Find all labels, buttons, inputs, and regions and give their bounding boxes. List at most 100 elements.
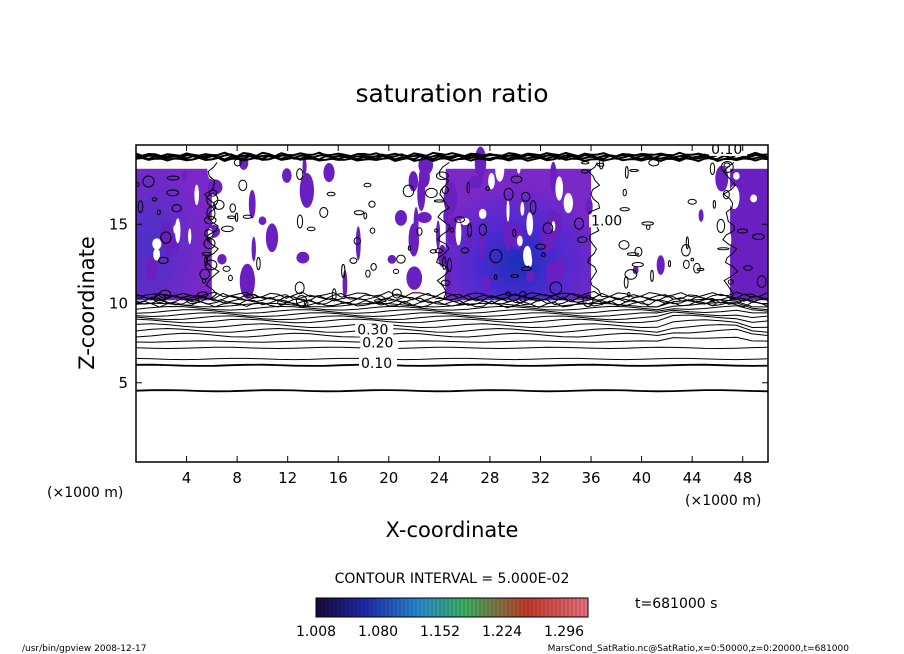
saturated-patch — [299, 172, 315, 208]
contour-loop — [743, 265, 753, 271]
x-tick-label: 8 — [232, 469, 242, 487]
contour-label-bg — [589, 214, 628, 228]
contour-loop — [667, 260, 672, 268]
x-tick-label: 28 — [480, 469, 499, 487]
contour-line — [136, 357, 768, 361]
contour-loop — [646, 224, 651, 230]
contour-loop — [396, 254, 406, 264]
contour-loop — [206, 206, 216, 221]
contour-line — [136, 300, 768, 309]
saturated-patch — [282, 168, 292, 183]
contour-loop — [485, 185, 490, 191]
contour-line — [136, 363, 768, 367]
contour-loop — [156, 209, 161, 216]
contour-loop — [629, 169, 639, 173]
contour-loop — [203, 237, 216, 250]
contour-loop — [449, 227, 455, 233]
unsaturated-gap — [460, 217, 470, 226]
chart-title: saturation ratio — [355, 79, 548, 108]
contour-loop — [626, 252, 640, 257]
unsaturated-gap — [516, 160, 521, 174]
contour-loop — [326, 191, 336, 197]
unsaturated-gap — [733, 172, 740, 180]
unsaturated-gap — [478, 208, 487, 220]
saturated-patch — [740, 212, 745, 232]
contour-loop — [166, 175, 180, 181]
colorbar-ticks: 1.008 1.080 1.152 1.224 1.296 — [296, 624, 584, 640]
colorbar-tick-label: 1.296 — [544, 624, 584, 640]
contour-line — [136, 328, 768, 338]
unsaturated-gap — [779, 200, 786, 207]
unsaturated-gap — [175, 218, 181, 244]
contour-loop — [716, 218, 726, 234]
contour-loop — [727, 279, 734, 285]
saturated-patch — [406, 266, 423, 290]
contour-loop — [510, 175, 523, 184]
contour-label: 1.00 — [591, 213, 622, 229]
unsaturated-gap — [194, 184, 199, 206]
contour-loop — [717, 247, 730, 251]
unsaturated-gap — [130, 228, 136, 237]
contour-loop — [441, 256, 447, 270]
contour-loop — [296, 168, 304, 180]
saturated-patch — [207, 179, 223, 195]
contour-loop — [707, 300, 717, 306]
unsaturated-gap — [689, 211, 697, 222]
contour-loop — [201, 251, 212, 256]
contour-label-bg — [358, 356, 397, 370]
contour-line — [136, 336, 768, 343]
x-tick-label: 16 — [329, 469, 348, 487]
contour-loop — [203, 215, 217, 225]
colorbar — [315, 597, 589, 618]
x-unit-right: (×1000 m) — [685, 493, 761, 509]
contour-label: 0.10 — [711, 142, 742, 158]
contour-line — [136, 309, 768, 318]
unsaturated-gap — [692, 178, 701, 205]
saturated-patch — [549, 161, 557, 194]
unsaturated-gap — [506, 199, 510, 222]
contour-loop — [685, 236, 689, 250]
contour-loop — [197, 291, 209, 298]
contour-loop — [296, 214, 304, 229]
contour-loop — [624, 166, 629, 179]
contour-loop — [303, 300, 309, 306]
contour-label-bg — [360, 336, 399, 350]
unsaturated-gap — [677, 233, 686, 242]
contour-loop — [137, 200, 144, 214]
contour-loop — [391, 288, 402, 299]
contour-loop — [582, 295, 594, 308]
x-tick-label: 48 — [733, 469, 752, 487]
unsaturated-gap — [109, 188, 119, 195]
contour-loop — [596, 162, 605, 167]
contour-loop — [363, 182, 372, 188]
unsaturated-gap — [102, 235, 109, 252]
saturated-patch — [482, 275, 491, 294]
contour-line — [136, 296, 768, 305]
saturated-patch — [296, 251, 310, 264]
contour-loop — [199, 268, 211, 280]
contour-loop — [433, 199, 445, 203]
unsaturated-gap — [153, 248, 161, 261]
saturated-patch — [248, 189, 256, 219]
contour-loop — [505, 291, 512, 297]
contour-loop — [460, 247, 470, 254]
x-tick-label: 12 — [278, 469, 297, 487]
contour-loop — [160, 231, 172, 244]
saturated-patch — [546, 261, 559, 275]
x-unit-left: (×1000 m) — [47, 485, 123, 501]
contour-loop — [549, 281, 563, 295]
contour-loop — [227, 274, 233, 282]
y-axis: 5 10 15 — [109, 215, 768, 392]
contour-loop — [416, 227, 423, 236]
contour-loop — [503, 187, 514, 201]
saturated-patch — [735, 235, 745, 258]
saturated-patch — [182, 170, 188, 181]
contour-loop — [208, 189, 218, 197]
x-tick-label: 4 — [182, 469, 192, 487]
contour-loop — [349, 257, 358, 264]
contour-label: 0.10 — [361, 356, 392, 372]
contour-loop — [650, 269, 654, 282]
contour-loop — [434, 248, 444, 254]
contour-loop — [206, 238, 210, 243]
